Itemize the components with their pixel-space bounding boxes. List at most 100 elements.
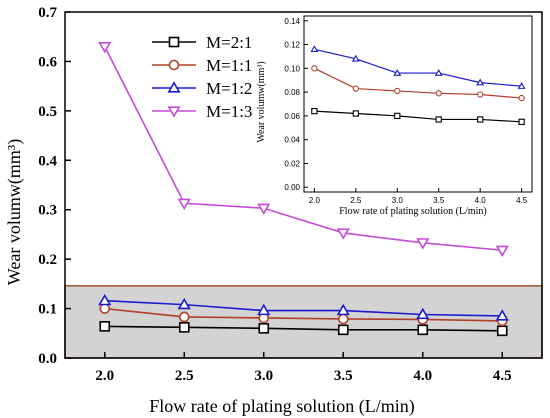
inset-data-point (434, 68, 443, 76)
legend-marker (167, 106, 181, 118)
inset-y-tick-label: 0.14 (284, 17, 300, 26)
x-tick-label: 4.0 (413, 368, 432, 384)
data-point (336, 303, 350, 316)
y-tick-label: 0.4 (38, 153, 57, 169)
x-tick-label: 2.5 (175, 368, 194, 384)
data-point (257, 203, 271, 216)
data-point (495, 309, 509, 321)
data-point (257, 303, 271, 316)
inset-data-point (310, 45, 319, 53)
inset-data-point (352, 85, 359, 92)
inset-y-tick-label: 0.12 (284, 41, 300, 50)
data-point (496, 325, 508, 337)
data-point (99, 321, 111, 332)
legend-label: M=1:1 (206, 56, 252, 75)
series-line (104, 307, 503, 322)
data-point (417, 324, 429, 336)
data-point (177, 297, 191, 310)
x-axis-title: Flow rate of plating solution (L/min) (149, 396, 414, 417)
series-line (104, 299, 503, 317)
inset-y-tick-label: 0.00 (284, 183, 300, 192)
inset-y-tick-label: 0.06 (284, 112, 300, 121)
legend-marker (168, 59, 180, 71)
inset-frame (303, 15, 533, 193)
inset-series-1 (311, 65, 525, 102)
data-point (177, 198, 191, 211)
inset-y-tick-label: 0.10 (284, 64, 300, 73)
y-tick-label: 0.5 (38, 104, 57, 120)
inset-x-axis-title: Flow rate of plating solution (L/min) (339, 206, 486, 217)
y-axis-title: Wear volumw(mm³) (4, 139, 25, 285)
y-tick-label: 0.7 (38, 5, 57, 21)
data-point (98, 41, 112, 54)
inset-data-point (351, 54, 360, 62)
inset-x-tick-label: 3.0 (392, 196, 404, 205)
inset-data-point (435, 90, 442, 97)
inset-y-tick-label: 0.04 (284, 136, 300, 145)
inset-data-point (311, 107, 318, 115)
legend-marker (168, 36, 180, 48)
data-point (178, 322, 190, 333)
inset-data-point (435, 116, 442, 123)
data-point (98, 293, 112, 306)
inset-data-point (517, 82, 526, 89)
inset-series-0 (311, 107, 525, 125)
y-tick-label: 0.3 (38, 203, 57, 219)
inset-series-line (314, 48, 522, 87)
inset-x-tick-label: 2.5 (350, 196, 362, 205)
legend-label: M=2:1 (206, 33, 252, 52)
data-point (336, 228, 350, 240)
series-M=1:3 (98, 41, 509, 258)
inset-series-2 (310, 45, 526, 89)
data-point (416, 307, 430, 320)
inset-series-line (314, 67, 522, 99)
data-point (258, 323, 270, 334)
inset-data-point (311, 65, 318, 72)
inset-series-line (314, 110, 522, 123)
series-M=1:1 (99, 303, 508, 327)
inset-y-tick-label: 0.08 (284, 88, 300, 97)
inset-data-point (393, 68, 402, 76)
y-tick-label: 0.1 (38, 302, 57, 318)
y-tick-label: 0.2 (38, 252, 57, 268)
highlight-region (64, 285, 543, 359)
inset-x-tick-label: 4.5 (516, 196, 528, 205)
inset-data-point (477, 116, 484, 123)
legend-label: M=1:2 (206, 79, 252, 98)
data-point (99, 303, 111, 314)
main-plot: 0.0 0.1 0.2 0.3 0.4 0.5 0.6 0.7 2.0 2.5 3.0 3.5 4.0 4… (38, 5, 543, 384)
inset-data-point (518, 94, 525, 102)
series-M=2:1 (99, 321, 508, 337)
x-tick-label: 3.5 (334, 368, 353, 384)
legend-marker (167, 81, 181, 93)
data-point (416, 238, 430, 250)
inset-data-point (394, 112, 401, 120)
x-tick-label: 2.0 (95, 368, 114, 384)
x-tick-label: 3.0 (254, 368, 273, 384)
plot-frame (64, 11, 543, 359)
inset-data-point (394, 87, 401, 95)
inset-plot: 0.00 0.02 0.04 0.06 0.08 0.10 0.12 0.14 2.0 2.5 3.… (284, 15, 533, 205)
inset-x-tick-label: 2.0 (309, 196, 321, 205)
y-tick-label: 0.6 (38, 54, 57, 70)
inset-x-tick-label: 3.5 (433, 196, 445, 205)
legend-label: M=1:3 (206, 102, 252, 121)
inset-data-point (518, 118, 525, 125)
series-line (104, 46, 503, 252)
data-point (337, 313, 349, 325)
y-tick-label: 0.0 (38, 351, 57, 367)
inset-data-point (352, 110, 359, 117)
x-tick-label: 4.5 (493, 368, 512, 384)
inset-x-tick-label: 4.0 (475, 196, 487, 205)
data-point (495, 245, 509, 258)
inset-y-tick-label: 0.02 (284, 159, 300, 168)
data-point (337, 324, 349, 336)
data-point (178, 311, 190, 323)
series-M=1:2 (98, 293, 509, 321)
legend: M=2:1 M=1:1 M=1:2 M=1:3 (152, 33, 252, 121)
inset-data-point (476, 78, 485, 86)
inset-data-point (477, 91, 484, 98)
series-line (104, 325, 503, 332)
inset-y-axis-title: Wear volumw(mm³) (256, 61, 267, 142)
